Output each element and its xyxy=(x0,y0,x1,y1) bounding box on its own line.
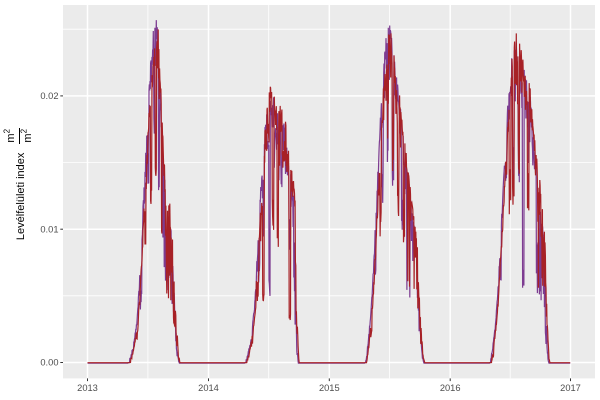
svg-text:0.01: 0.01 xyxy=(40,224,58,234)
svg-text:2017: 2017 xyxy=(560,383,581,393)
svg-text:2015: 2015 xyxy=(319,383,340,393)
svg-text:0.00: 0.00 xyxy=(40,358,58,368)
svg-text:2014: 2014 xyxy=(198,383,219,393)
svg-text:2016: 2016 xyxy=(440,383,461,393)
svg-text:0.02: 0.02 xyxy=(40,91,58,101)
svg-text:2013: 2013 xyxy=(77,383,98,393)
